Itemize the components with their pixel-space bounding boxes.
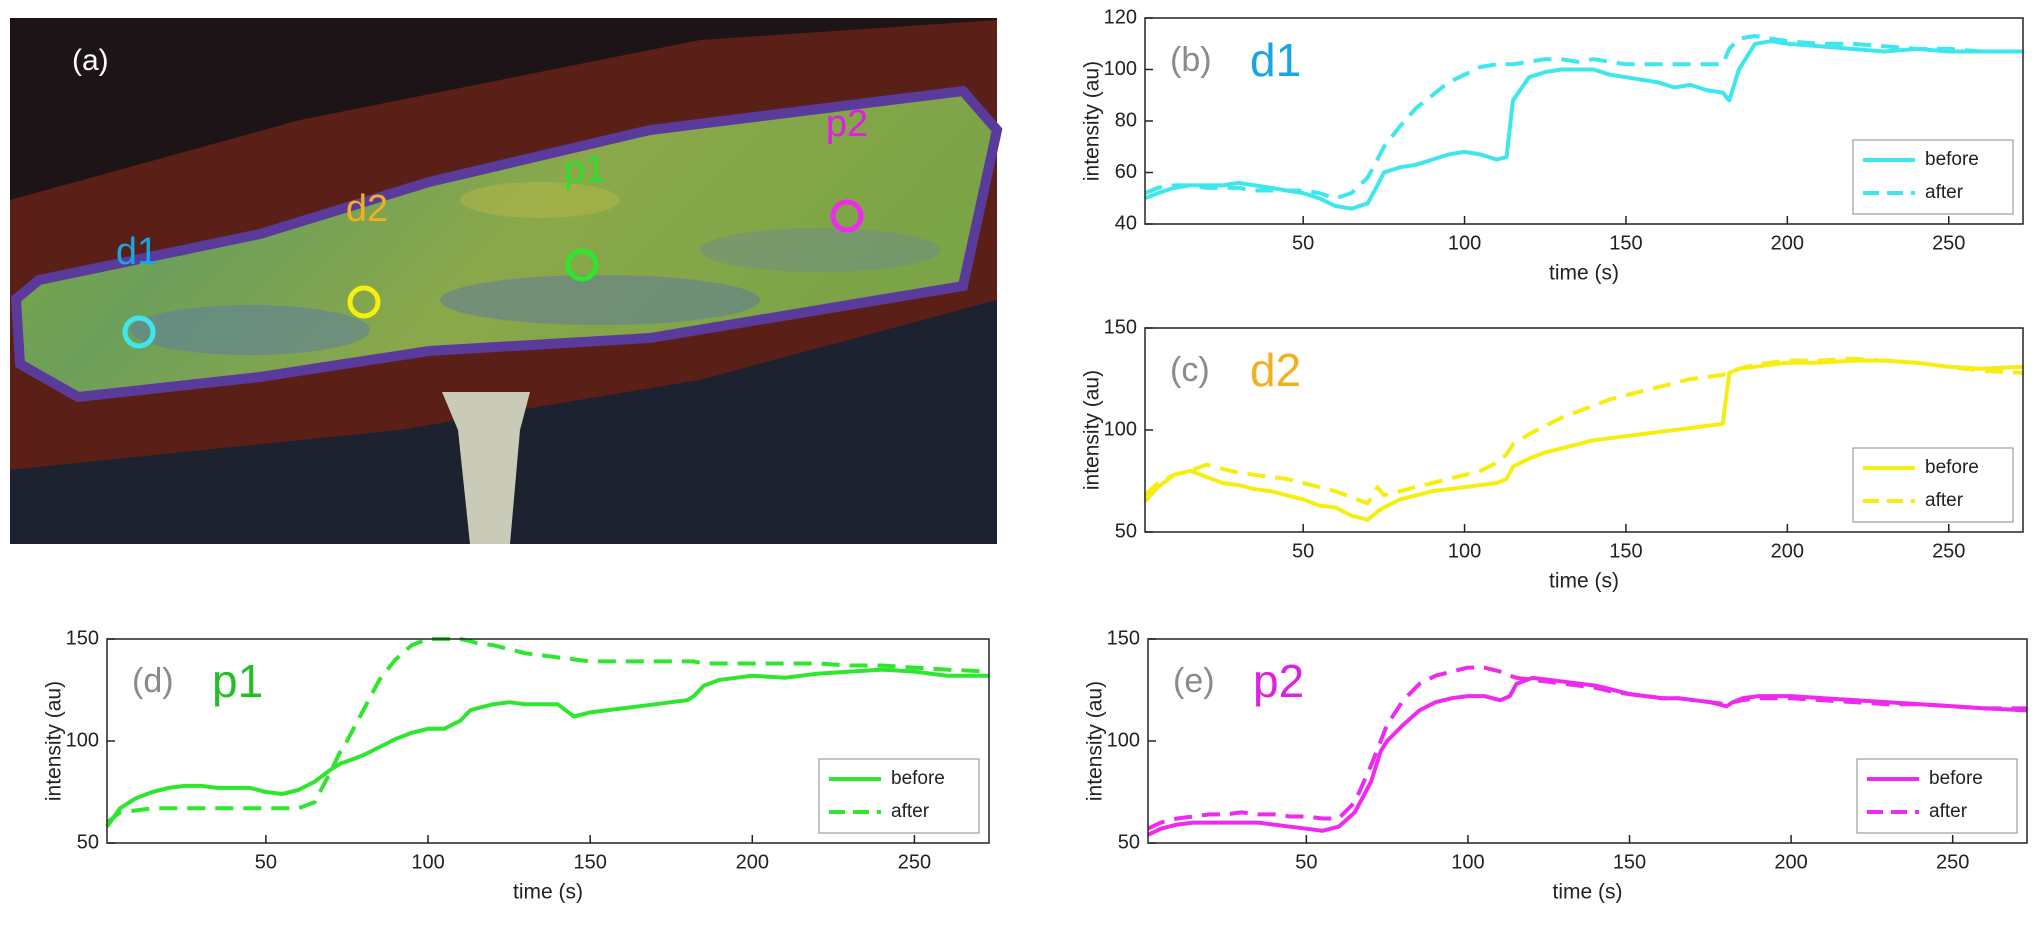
- texture: [700, 228, 940, 272]
- axes-box: [106, 638, 990, 844]
- x-tick-label: 100: [1451, 851, 1484, 873]
- retractor: [442, 392, 530, 544]
- panel-label: (b): [1170, 41, 1212, 79]
- y-axis-label: intensity (au): [1081, 370, 1104, 490]
- y-tick-label: 50: [77, 831, 99, 853]
- y-tick-label: 150: [1107, 627, 1140, 649]
- x-tick-label: 200: [1774, 851, 1807, 873]
- legend-label: before: [1929, 768, 1983, 789]
- y-tick-label: 100: [66, 729, 99, 751]
- line-series: [1144, 39, 2023, 211]
- y-axis-label: intensity (au): [1081, 61, 1104, 181]
- y-tick-label: 100: [1104, 418, 1137, 440]
- line-series: [1147, 675, 2028, 837]
- x-axis-label: time (s): [513, 881, 583, 904]
- axes-box: [1144, 327, 2024, 533]
- y-tick-label: 50: [1115, 520, 1137, 542]
- x-tick-label: 200: [1771, 232, 1804, 254]
- line-series: [1147, 665, 2027, 831]
- roi-marker: [565, 248, 599, 282]
- x-tick-label: 50: [1292, 540, 1314, 562]
- panel-label: (e): [1173, 662, 1215, 700]
- y-tick-label: 150: [66, 627, 99, 649]
- x-tick-label: 150: [1609, 232, 1642, 254]
- line-series: [1144, 34, 2023, 201]
- x-axis-label: time (s): [1549, 570, 1619, 593]
- x-tick-label: 150: [1609, 540, 1642, 562]
- texture: [130, 305, 370, 355]
- x-tick-label: 100: [411, 851, 444, 873]
- legend-label: before: [1925, 149, 1979, 170]
- roi-label: d1: [116, 231, 158, 273]
- y-tick-label: 120: [1104, 6, 1137, 28]
- y-tick-label: 150: [1104, 316, 1137, 338]
- line-series: [105, 637, 990, 825]
- x-tick-label: 100: [1448, 540, 1481, 562]
- y-tick-label: 100: [1104, 58, 1137, 80]
- line-series: [1143, 356, 2024, 506]
- panel-label: (a): [72, 44, 109, 77]
- panel-annotation: d2: [1250, 344, 1301, 396]
- legend-label: after: [891, 801, 930, 822]
- x-tick-label: 200: [1771, 540, 1804, 562]
- x-axis-label: time (s): [1553, 881, 1623, 904]
- x-tick-label: 200: [736, 851, 769, 873]
- line-series: [1143, 358, 2024, 522]
- panel-annotation: p2: [1253, 655, 1304, 707]
- y-axis-label: intensity (au): [1084, 681, 1107, 801]
- x-tick-label: 250: [1932, 232, 1965, 254]
- line-series: [105, 667, 989, 828]
- legend-label: before: [891, 768, 945, 789]
- x-tick-label: 50: [1295, 851, 1317, 873]
- legend-label: after: [1929, 801, 1968, 822]
- legend-box: [1856, 758, 2018, 834]
- x-tick-label: 250: [1936, 851, 1969, 873]
- legend-label: before: [1925, 457, 1979, 478]
- x-tick-label: 100: [1448, 232, 1481, 254]
- roi-label: p2: [826, 103, 868, 145]
- panel-annotation: d1: [1250, 34, 1301, 86]
- axes-box: [1144, 17, 2024, 225]
- x-tick-label: 50: [1292, 232, 1314, 254]
- roi-marker: [830, 199, 864, 233]
- legend-label: after: [1925, 182, 1964, 203]
- y-axis-label: intensity (au): [43, 681, 66, 801]
- y-tick-label: 80: [1115, 109, 1137, 131]
- y-tick-label: 100: [1107, 729, 1140, 751]
- roi-label: d2: [346, 188, 388, 230]
- roi-label: p1: [564, 149, 606, 191]
- x-tick-label: 150: [573, 851, 606, 873]
- axes-box: [1147, 638, 2028, 844]
- photo: (a): [10, 18, 1003, 544]
- texture: [460, 182, 620, 218]
- panel-label: (d): [132, 662, 174, 700]
- x-tick-label: 150: [1613, 851, 1646, 873]
- legend-box: [1852, 447, 2014, 523]
- legend-box: [1852, 139, 2014, 215]
- x-tick-label: 50: [255, 851, 277, 873]
- texture: [440, 275, 760, 325]
- x-tick-label: 250: [1932, 540, 1965, 562]
- panel-label: (c): [1170, 351, 1210, 389]
- x-axis-label: time (s): [1549, 262, 1619, 285]
- y-tick-label: 60: [1115, 161, 1137, 183]
- y-tick-label: 50: [1118, 831, 1140, 853]
- roi-marker: [347, 285, 381, 319]
- panel-annotation: p1: [212, 655, 263, 707]
- legend-box: [818, 758, 980, 834]
- x-tick-label: 250: [898, 851, 931, 873]
- roi-marker: [122, 315, 156, 349]
- y-tick-label: 40: [1115, 212, 1137, 234]
- legend-label: after: [1925, 490, 1964, 511]
